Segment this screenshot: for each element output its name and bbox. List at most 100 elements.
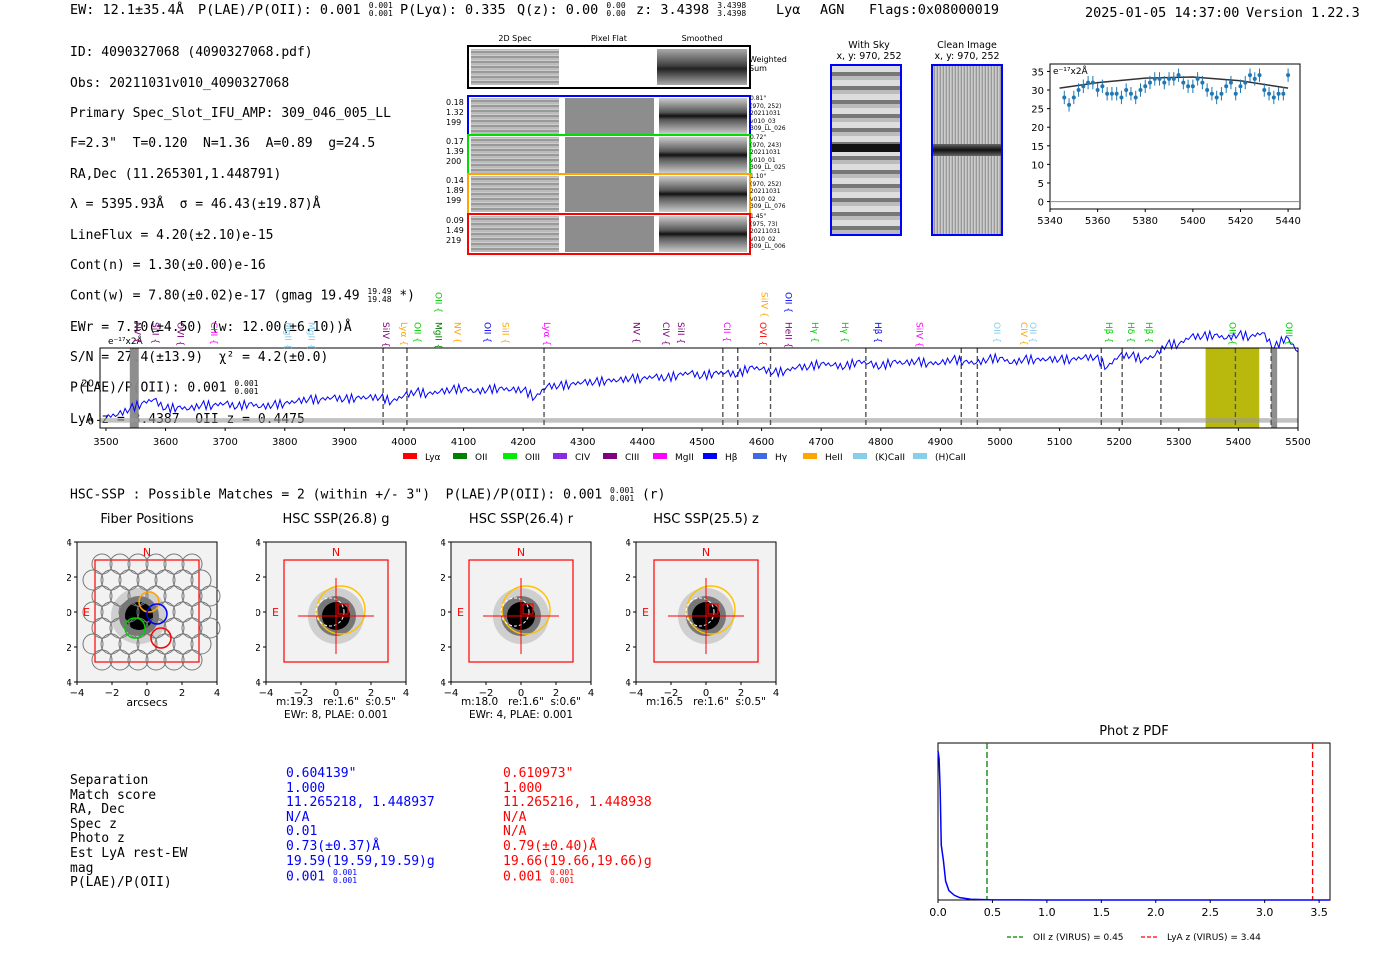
hsc-panel-image: N E −4 −2 0 2 4 4 2 0 −2 −4 [67,538,221,699]
spectrum-legend-swatch [803,453,817,459]
photz-axes-frame [937,742,1331,901]
spectrum-line-label: MgII { [306,322,316,349]
hsc-ellipse-white [685,597,715,627]
hsc-panel-title: HSC SSP(26.8) g [282,512,390,527]
header-agn: AGN [820,2,845,18]
fiber-red [150,627,172,649]
zoom-data-point [1233,91,1238,96]
spectrum-line-label: NV { [630,322,640,343]
fiber-circle [154,633,176,655]
hsc-caption2: EWr: 4, PLAE: 0.001 [468,709,574,721]
fiber-circle [100,569,122,591]
zoom-data-point [1257,73,1262,78]
fiber-circle [145,617,167,639]
fiber-circle [172,633,194,655]
match-row-label: RA, Dec [70,802,125,818]
fiber-circle [145,649,167,671]
hsc-north-label: N [332,546,340,559]
photz-xtick-label: 2.0 [1147,906,1165,919]
spectrum-xtick-label: 3600 [153,437,178,448]
spectrum-shaded-region [1205,348,1260,428]
zoom-data-point [1162,80,1167,85]
zoom-data-point [1209,91,1214,96]
spectrum-legend-label: Hβ [725,453,738,463]
fiber-circle [181,553,203,575]
zoom-data-point [1224,84,1229,89]
match-plae-range: 0.001 0.001 [333,869,357,885]
zoom-data-point [1167,76,1172,81]
fiber-circle [91,617,113,639]
cutout-pixel-flat [565,216,654,252]
zoom-data-point [1181,80,1186,85]
zoom-data-point [1281,91,1286,96]
spectrum-line-label: SiII { [675,322,685,344]
match-value: 0.01 [286,824,318,840]
spectrum-line-label: OVI { [174,322,184,346]
fiber-circle [127,585,149,607]
spectrum-legend-label: Hγ [775,453,788,463]
info-cont-w: Cont(w) = 7.80(±0.02)e-17 (gmag 19.49 19… [70,288,415,304]
fiber-circle [145,553,167,575]
info-primary: Primary Spec_Slot_IFU_AMP: 309_046_005_L… [70,106,391,122]
hsc-xtick-label: 4 [403,688,409,699]
fiber-circle [199,617,221,639]
fiber-circle [100,601,122,623]
cutout-row-left: 0.17 1.39 200 [446,137,464,166]
spectrum-line-label: CII { [721,322,731,342]
header-plae-text: P(LAE)/P(OII): 0.001 [198,2,361,18]
zoom-data-point [1095,88,1100,93]
cutout-pixel-flat [565,176,654,212]
hsc-ytick-label: 2 [441,573,446,584]
info-gmag-close: *) [391,288,415,304]
spectrum-line-label: Hγ { [839,322,849,343]
spectrum-xtick-label: 5300 [1166,437,1191,448]
hsc-xtick-label: −4 [629,688,644,699]
header-plae-lo: 0.001 [368,9,393,18]
cutout-pixel-flat [565,98,654,134]
hsc-aperture-box [283,559,389,663]
spectrum-legend-swatch [913,453,927,459]
spectrum-line-label: SiIV { [380,322,390,348]
spectrum-line-label: OII { [782,292,792,313]
hsc-ellipse-orange [501,585,551,635]
zoom-axes-frame [1049,63,1301,210]
zoom-data-point [1119,95,1124,100]
header-qz-range: 0.00 0.00 [606,2,625,18]
header-z-lo: 3.4398 [717,9,747,18]
col-2dspec-label: 2D Spec [498,34,532,43]
cutout-row-left: 0.14 1.89 199 [446,176,464,205]
hsc-ytick-label: −2 [67,643,72,654]
hsc-ytick-label: −2 [256,643,261,654]
hsc-xtick-label: −4 [444,688,459,699]
zoom-data-point [1262,88,1267,93]
hsc-center-box [522,603,534,615]
spectrum-xtick-label: 4500 [689,437,714,448]
photz-legend-lya: LyA z (VIRUS) = 3.44 [1167,933,1261,943]
hsc-east-label: E [83,606,90,619]
zoom-fit-plot: 0 5 10 15 20 25 30 35 5340 5360 5380 5400 5420 5440 e⁻… [1031,63,1301,227]
match-value-plae: 0.001 0.001 0.001 [286,869,435,885]
fiber-circle [190,601,212,623]
fiber-circle [91,649,113,671]
photz-plot: 0.0 0.5 1.0 1.5 2.0 2.5 3.0 3.5 OII z (VIRUS) = … [929,742,1331,943]
info-plae-text: P(LAE)/P(OII): 0.001 [70,380,227,396]
match-plae-hi: 0.001 [332,868,358,878]
hsc-ytick-label: 0 [67,608,72,619]
spectrum-xtick-label: 4300 [570,437,595,448]
spectrum-xtick-label: 3800 [272,437,297,448]
hsc-xtick-label: 2 [553,688,559,699]
hsc-aperture-box [653,559,759,663]
match-plae-lo: 0.001 [549,876,575,886]
match-plae-value: 0.001 [503,869,543,885]
spectrum-legend-label: CIV [575,453,591,463]
spectrum-line-label: CIV { [1018,322,1028,346]
spectrum-legend-swatch [553,453,567,459]
spectrum-shaded-region [1271,348,1278,428]
info-gmag-hi: 19.49 [367,287,392,297]
hsc-ytick-label: 0 [256,608,261,619]
spectrum-line-label: MgII { [282,322,292,349]
fiber-circle [82,569,104,591]
match-row-label: Photo z [70,831,125,847]
spectrum-xtick-label: 5000 [987,437,1012,448]
clean-image-title: Clean Image [937,40,997,51]
